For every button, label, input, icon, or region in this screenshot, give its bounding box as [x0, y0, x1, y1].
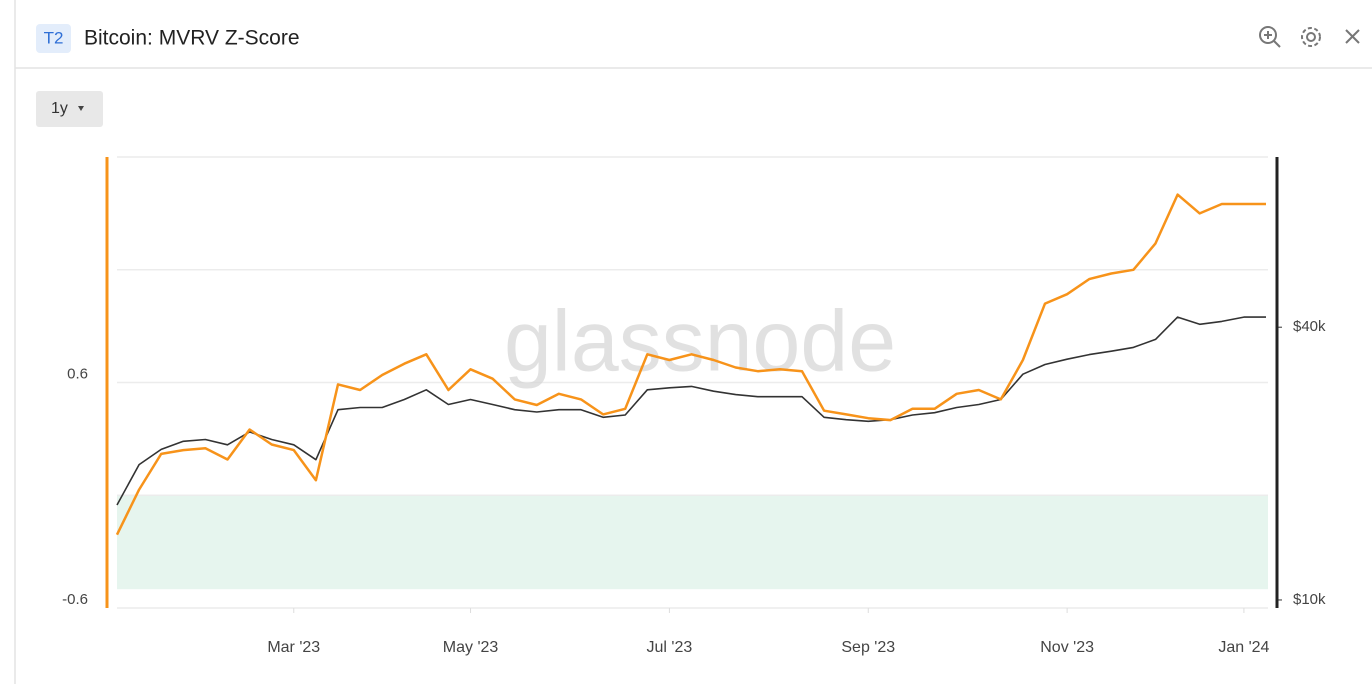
- x-tick-label: May '23: [443, 639, 499, 656]
- close-icon[interactable]: [1345, 29, 1360, 44]
- x-tick-label: Mar '23: [267, 639, 320, 656]
- plot: -0.6 0.6 $10k $40k glassnode Mar '23 May '23 Ju…: [62, 156, 1326, 656]
- series-line: [116, 316, 1266, 506]
- zone-band: [117, 495, 1268, 590]
- settings-icon[interactable]: [1301, 27, 1321, 47]
- badge-bg: [36, 24, 71, 53]
- x-tick-label: Nov '23: [1040, 639, 1094, 656]
- x-tick-label: Jul '23: [647, 639, 693, 656]
- y-tick-label: 0.6: [67, 365, 88, 382]
- badge: T2: [44, 28, 64, 47]
- range-label[interactable]: 1y: [51, 100, 68, 117]
- y-tick-label: -0.6: [62, 591, 88, 608]
- dropdown-caret: [78, 106, 84, 111]
- series-line: [115, 193, 1266, 536]
- x-tick-label: Jan '24: [1218, 639, 1269, 656]
- y2-tick-label: $10k: [1293, 591, 1326, 608]
- watermark: glassnode: [504, 294, 896, 390]
- widget-title: Bitcoin: MVRV Z-Score: [84, 27, 300, 50]
- zoom-icon[interactable]: [1259, 26, 1281, 48]
- range-button[interactable]: 1y: [36, 91, 103, 127]
- y2-tick-label: $40k: [1293, 318, 1326, 335]
- x-tick-label: Sep '23: [841, 639, 895, 656]
